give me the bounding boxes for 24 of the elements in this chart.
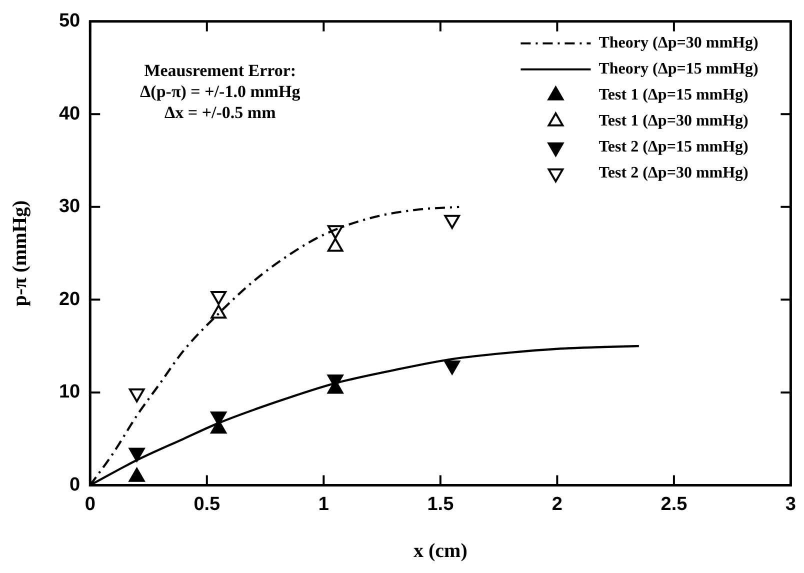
x-tick-label: 3 — [785, 494, 796, 515]
y-tick-label: 0 — [70, 474, 80, 496]
x-tick-label: 2.5 — [660, 494, 688, 515]
legend-label: Test 2 (Δp=15 mmHg) — [598, 138, 748, 156]
y-axis-title: p-π (mmHg) — [9, 200, 32, 306]
x-tick-label: 1 — [318, 494, 330, 515]
y-tick-label: 30 — [58, 196, 80, 218]
y-tick-label: 40 — [58, 103, 80, 124]
x-tick-label: 1.5 — [427, 494, 454, 515]
x-tick-label: 2 — [552, 494, 562, 515]
x-axis-title: x (cm) — [413, 540, 468, 562]
y-tick-label: 10 — [58, 382, 80, 403]
legend-label: Test 2 (Δp=30 mmHg) — [598, 164, 748, 182]
legend-label: Theory (Δp=15 mmHg) — [598, 60, 758, 78]
legend-label: Theory (Δp=30 mmHg) — [598, 34, 758, 52]
y-tick-label: 20 — [58, 288, 80, 310]
legend-label: Test 1 (Δp=15 mmHg) — [598, 86, 748, 104]
y-tick-label: 50 — [58, 10, 80, 32]
annotation: Meausrement Error: — [144, 60, 296, 80]
x-tick-label: 0.5 — [194, 494, 221, 515]
x-tick-label: 0 — [84, 494, 96, 515]
legend-label: Test 1 (Δp=30 mmHg) — [598, 112, 748, 130]
annotation: Δ(p-π) = +/-1.0 mmHg — [140, 82, 301, 101]
annotation: Δx = +/-0.5 mm — [164, 102, 276, 122]
